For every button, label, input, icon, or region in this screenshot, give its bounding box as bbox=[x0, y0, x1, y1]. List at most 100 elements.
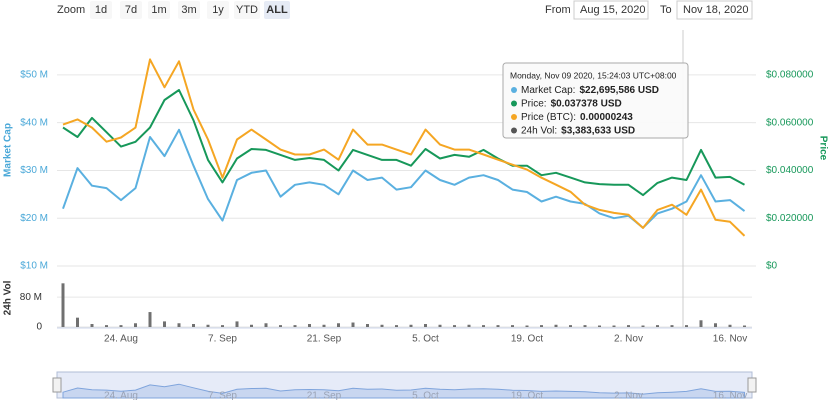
navigator-handle[interactable] bbox=[52, 377, 62, 393]
navigator-handle[interactable] bbox=[747, 377, 757, 393]
volume-bar bbox=[322, 324, 326, 327]
volume-bar bbox=[482, 325, 485, 327]
navigator[interactable]: 24. Aug 7. Sep 21. Sep 5. Oct 19. Oct 2. Nov 1… bbox=[52, 371, 757, 400]
volume-bar bbox=[90, 324, 94, 327]
volume-tick-label: 80 M bbox=[20, 292, 42, 303]
zoom-button[interactable] bbox=[234, 1, 260, 19]
zoom-button[interactable] bbox=[264, 1, 290, 19]
volume-bar bbox=[641, 325, 645, 327]
toolbar: Zoom From Aug 15, 2020 To Nov 18, 2020 1… bbox=[57, 0, 753, 20]
from-label: From bbox=[545, 4, 571, 16]
volume-bar bbox=[424, 324, 427, 327]
tooltip: Monday, Nov 09 2020, 15:24:03 UTC+08:00 M… bbox=[502, 62, 689, 139]
from-value[interactable]: Aug 15, 2020 bbox=[580, 4, 645, 16]
volume-bar bbox=[540, 325, 543, 327]
y-tick-label: $40 M bbox=[20, 117, 48, 128]
line-series bbox=[62, 89, 745, 197]
x-tick-label: 2. Nov bbox=[614, 334, 643, 345]
tooltip-row-value: 0.00000243 bbox=[580, 112, 633, 123]
volume-bar bbox=[612, 325, 616, 327]
navigator-label: 24. Aug bbox=[104, 391, 138, 400]
volume-bar bbox=[279, 325, 282, 327]
navigator-label: 7. Sep bbox=[208, 391, 237, 400]
tooltip-row: Market Cap: $22,695,586 USD bbox=[521, 85, 659, 96]
volume-bar bbox=[438, 324, 442, 327]
tooltip-row: Price: $0.037378 USD bbox=[521, 98, 622, 109]
volume-tick-label: 0 bbox=[36, 322, 42, 333]
x-tick-label: 16. Nov bbox=[713, 334, 747, 345]
volume-bar bbox=[221, 325, 224, 327]
tooltip-row: 24h Vol: $3,383,633 USD bbox=[521, 125, 635, 136]
tooltip-swatch bbox=[511, 87, 517, 93]
volume-bar bbox=[366, 324, 369, 327]
zoom-button[interactable] bbox=[120, 1, 142, 19]
zoom-button[interactable] bbox=[90, 1, 112, 19]
volume-bar bbox=[395, 325, 398, 327]
volume-bar bbox=[685, 325, 688, 327]
zoom-button-label[interactable]: 1d bbox=[95, 4, 107, 16]
volume-bar bbox=[235, 321, 239, 327]
volume-bar bbox=[105, 325, 108, 327]
to-value[interactable]: Nov 18, 2020 bbox=[683, 4, 748, 16]
volume-bar bbox=[743, 325, 746, 327]
tooltip-row-label: Price: bbox=[521, 98, 547, 109]
navigator-label: 5. Oct bbox=[412, 391, 439, 400]
volume-bar bbox=[728, 324, 732, 327]
to-label: To bbox=[660, 4, 672, 16]
from-input[interactable] bbox=[573, 0, 649, 20]
y2-tick-label: $0 bbox=[766, 261, 778, 272]
tooltip-swatch bbox=[511, 114, 517, 120]
volume-bar bbox=[598, 325, 601, 327]
volume-bar bbox=[496, 325, 500, 327]
zoom-button[interactable] bbox=[207, 1, 229, 19]
x-tick-label: 7. Sep bbox=[208, 334, 237, 345]
volume-bar bbox=[409, 324, 413, 327]
volume-bar bbox=[583, 325, 587, 327]
volume-bar bbox=[511, 325, 514, 327]
tooltip-box bbox=[502, 62, 689, 139]
x-tick-label: 19. Oct bbox=[511, 334, 543, 345]
volume-bar bbox=[670, 325, 674, 327]
y2-tick-label: $0.060000 bbox=[766, 117, 814, 128]
zoom-button-label[interactable]: 7d bbox=[125, 4, 137, 16]
tooltip-row-label: 24h Vol: bbox=[521, 125, 557, 136]
tooltip-row-label: Price (BTC): bbox=[521, 112, 576, 123]
navigator-label: 16. Nov bbox=[713, 391, 747, 400]
navigator-label: 19. Oct bbox=[511, 391, 543, 400]
navigator-area bbox=[62, 383, 745, 399]
zoom-button-label[interactable]: ALL bbox=[266, 4, 288, 16]
y-tick-label: $50 M bbox=[20, 70, 48, 81]
volume-bar bbox=[380, 324, 384, 327]
y2-tick-label: $0.040000 bbox=[766, 165, 814, 176]
volume-bar bbox=[453, 325, 456, 327]
y-axis-title: Market Cap bbox=[3, 123, 14, 177]
tooltip-row-value: $22,695,586 USD bbox=[579, 85, 659, 96]
volume-bar bbox=[177, 323, 181, 327]
volume-bar bbox=[308, 324, 311, 327]
zoom-button-label[interactable]: 3m bbox=[181, 4, 196, 16]
zoom-button-label[interactable]: 1m bbox=[151, 4, 166, 16]
zoom-label: Zoom bbox=[57, 4, 85, 16]
zoom-button[interactable] bbox=[178, 1, 200, 19]
volume-bar bbox=[351, 322, 355, 327]
volume-bar bbox=[337, 323, 340, 327]
y2-axis-title: Price bbox=[817, 136, 828, 161]
y2-tick-label: $0.020000 bbox=[766, 213, 814, 224]
tooltip-row-label: Market Cap: bbox=[521, 85, 575, 96]
tooltip-row-value: $3,383,633 USD bbox=[561, 125, 635, 136]
y-tick-label: $30 M bbox=[20, 165, 48, 176]
volume-bar bbox=[134, 323, 137, 327]
y-tick-label: $10 M bbox=[20, 261, 48, 272]
x-tick-label: 21. Sep bbox=[307, 334, 342, 345]
zoom-button[interactable] bbox=[148, 1, 170, 19]
line-series bbox=[62, 58, 746, 237]
volume-bar bbox=[554, 324, 558, 327]
volume-bar bbox=[569, 325, 572, 327]
zoom-button-label[interactable]: 1y bbox=[212, 4, 224, 16]
zoom-button-label[interactable]: YTD bbox=[236, 4, 258, 16]
volume-bar bbox=[525, 325, 529, 327]
to-input[interactable] bbox=[676, 0, 753, 20]
y2-tick-label: $0.080000 bbox=[766, 70, 814, 81]
